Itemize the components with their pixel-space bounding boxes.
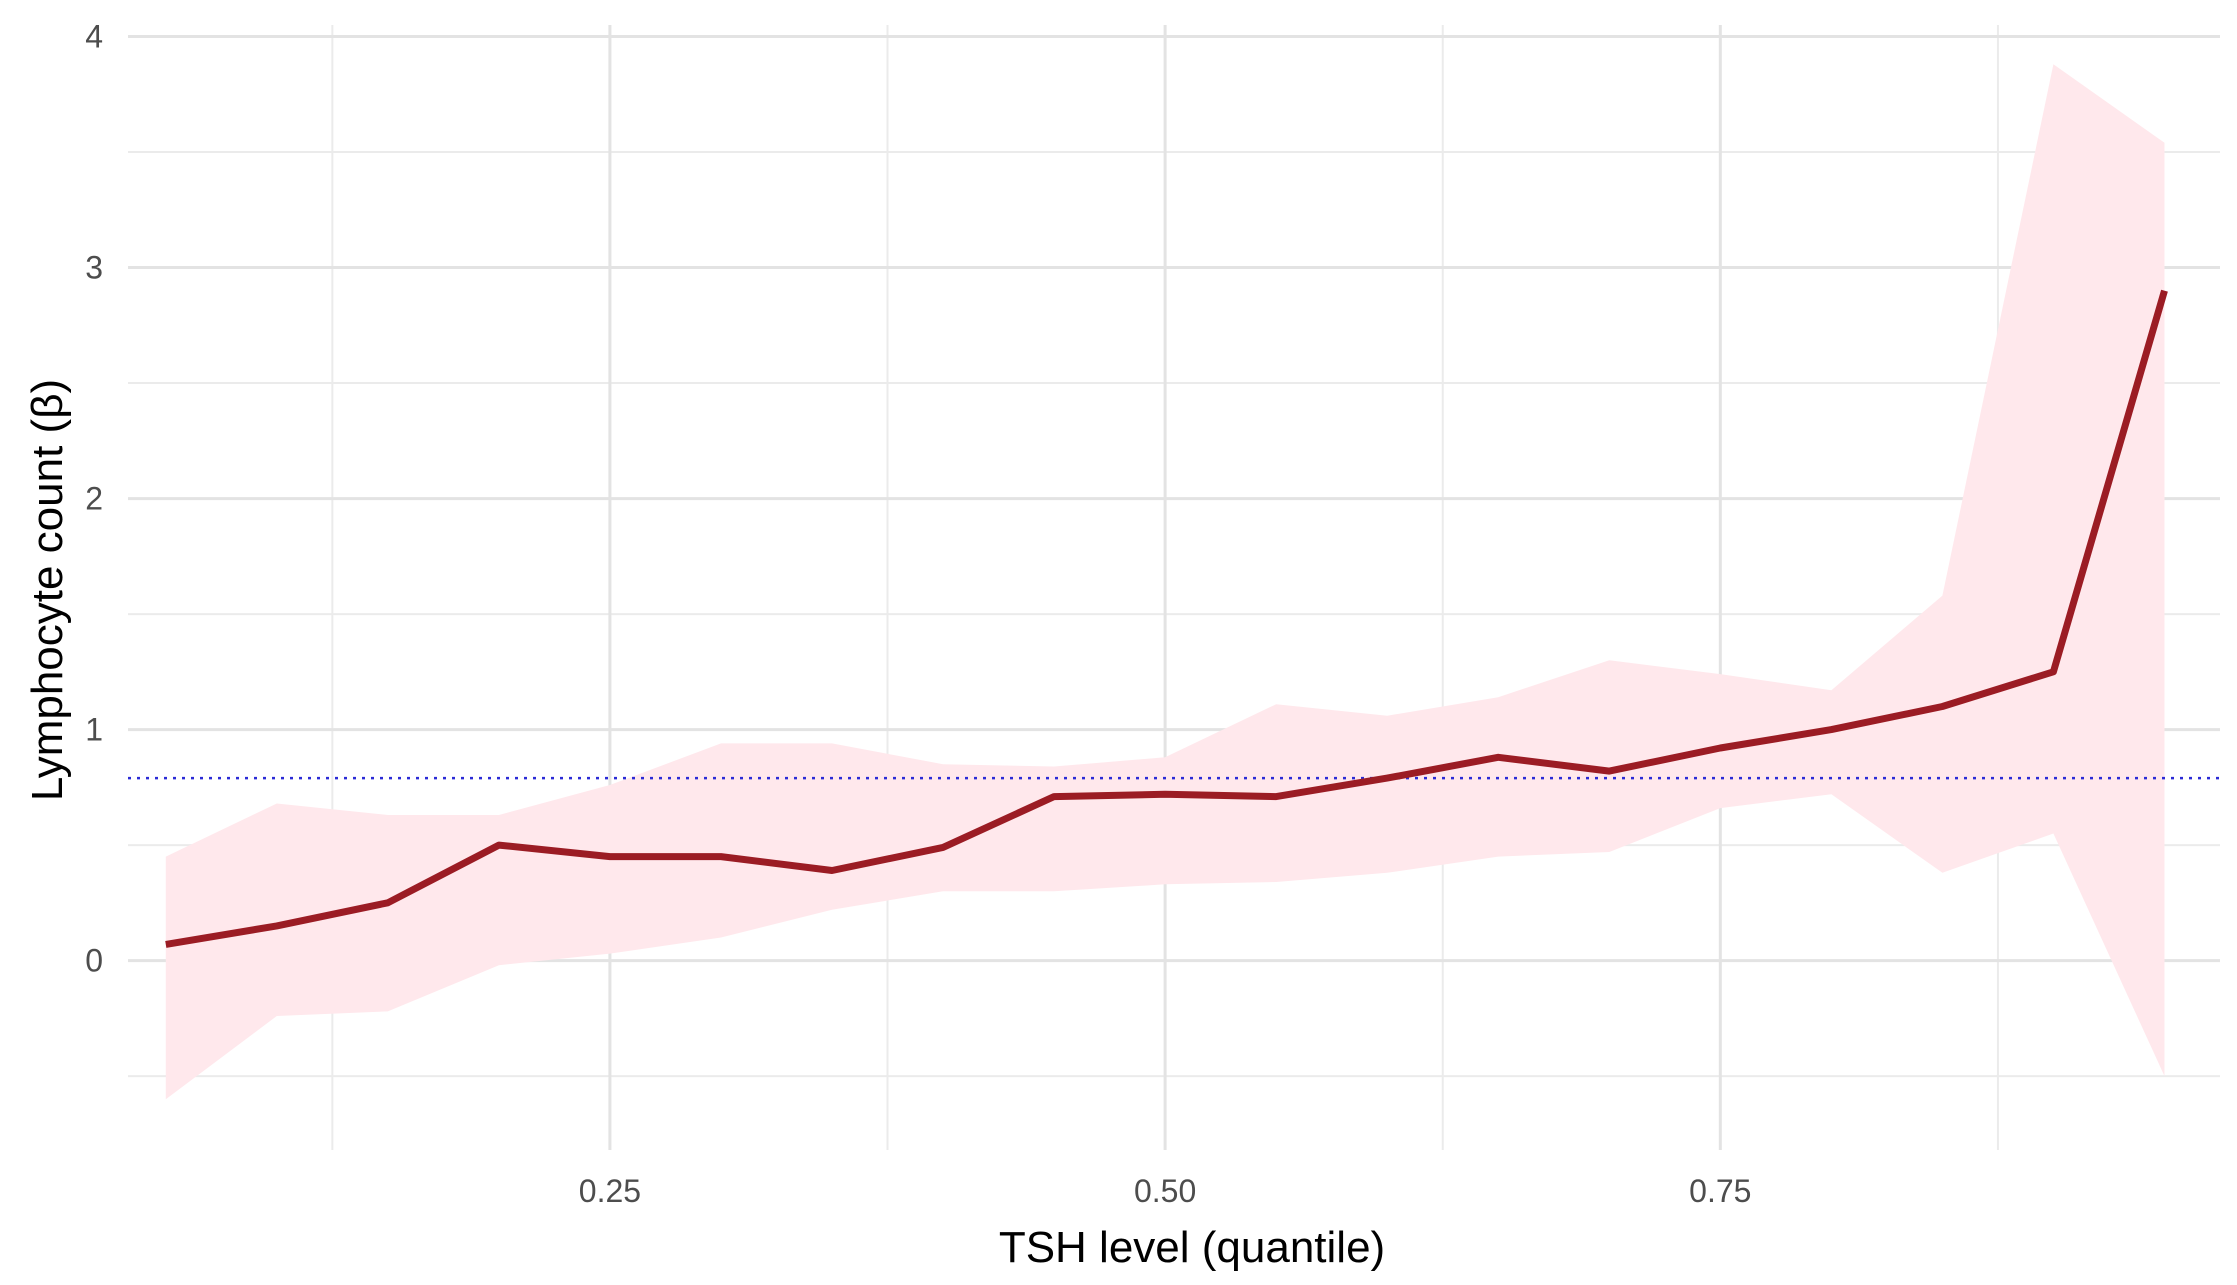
series-line-layer — [165, 289, 2168, 948]
y-axis-title: Lymphocyte count (β) — [23, 379, 72, 801]
y-tick-label-2: 2 — [85, 481, 103, 517]
y-tick-label-0: 0 — [85, 943, 103, 979]
confidence-band-0 — [165, 64, 2165, 1100]
x-tick-label-0.50: 0.50 — [1134, 1173, 1196, 1209]
x-tick-label-0.25: 0.25 — [579, 1173, 641, 1209]
y-tick-label-3: 3 — [85, 250, 103, 286]
y-tick-label-1: 1 — [85, 712, 103, 748]
x-axis-title: TSH level (quantile) — [999, 1223, 1385, 1272]
confidence-band-layer — [165, 64, 2165, 1100]
series-line-0 — [165, 289, 2168, 948]
x-tick-label-0.75: 0.75 — [1689, 1173, 1751, 1209]
y-tick-labels: 0 1 2 3 4 — [85, 19, 103, 979]
x-tick-labels: 0.25 0.50 0.75 — [579, 1173, 1752, 1209]
y-tick-label-4: 4 — [85, 19, 103, 55]
